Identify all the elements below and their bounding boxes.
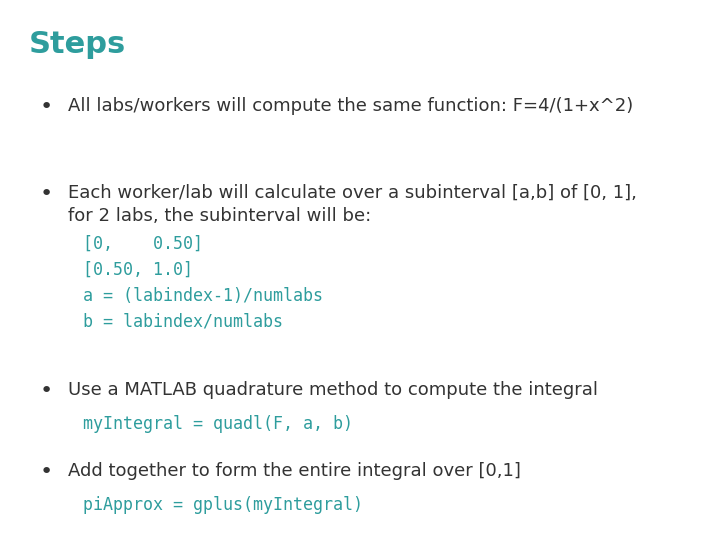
Text: •: • — [40, 462, 53, 482]
Text: •: • — [40, 381, 53, 401]
Text: piApprox = gplus(myIntegral): piApprox = gplus(myIntegral) — [83, 496, 363, 514]
Text: b = labindex/numlabs: b = labindex/numlabs — [83, 313, 283, 330]
Text: Steps: Steps — [29, 30, 126, 59]
Text: Add together to form the entire integral over [0,1]: Add together to form the entire integral… — [68, 462, 521, 480]
Text: •: • — [40, 97, 53, 117]
Text: •: • — [40, 184, 53, 204]
Text: a = (labindex-1)/numlabs: a = (labindex-1)/numlabs — [83, 287, 323, 305]
Text: Use a MATLAB quadrature method to compute the integral: Use a MATLAB quadrature method to comput… — [68, 381, 598, 399]
Text: Each worker/lab will calculate over a subinterval [a,b] of [0, 1],
for 2 labs, t: Each worker/lab will calculate over a su… — [68, 184, 637, 225]
Text: All labs/workers will compute the same function: F=4/(1+x^2): All labs/workers will compute the same f… — [68, 97, 634, 115]
Text: myIntegral = quadl(F, a, b): myIntegral = quadl(F, a, b) — [83, 415, 353, 433]
Text: [0,    0.50]: [0, 0.50] — [83, 235, 203, 253]
Text: [0.50, 1.0]: [0.50, 1.0] — [83, 261, 193, 279]
